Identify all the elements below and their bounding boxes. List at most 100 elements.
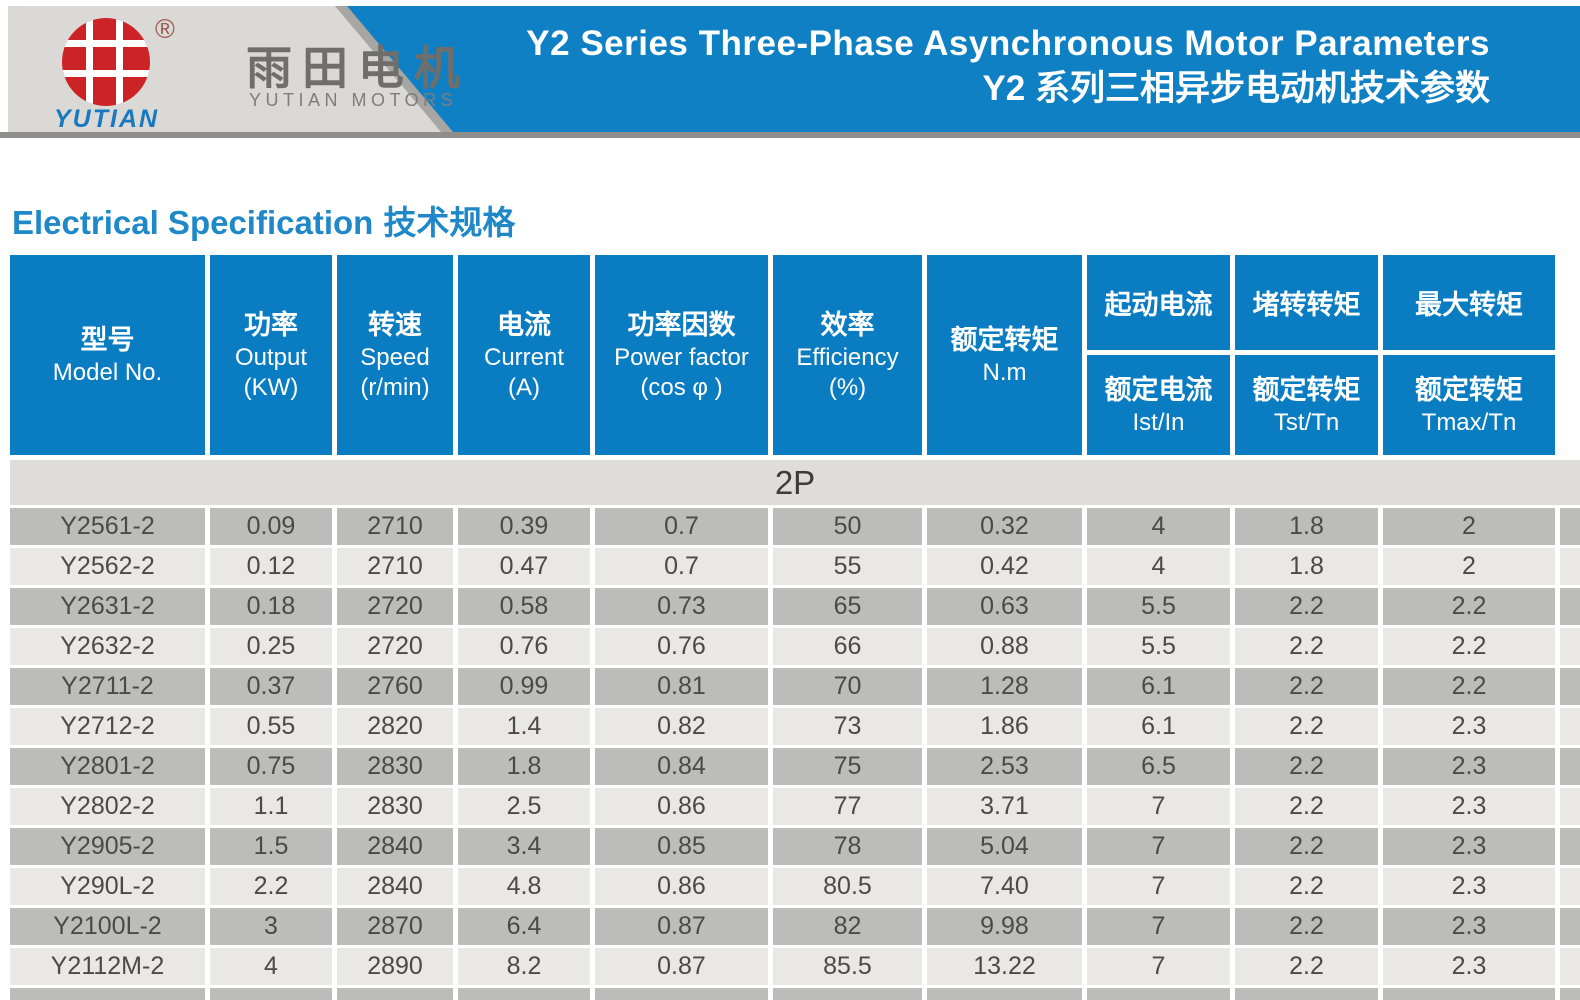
- table-cell: 7: [1087, 828, 1230, 865]
- table-cell: [927, 988, 1082, 1000]
- table-cell: 3.4: [458, 828, 590, 865]
- header-text: 型号: [80, 325, 135, 355]
- header-text: Speed: [360, 344, 430, 371]
- table-row: Y2801-2 0.75 2830 1.8 0.84 75 2.53 6.5 2.2 2.3: [10, 748, 1580, 785]
- table-header-row: 型号 Model No. 功率 Output (KW) 转速 Speed (r/…: [10, 255, 1580, 455]
- table-cell: 7: [1087, 868, 1230, 905]
- table-cell-sliver: [1560, 508, 1580, 545]
- table-cell: 2: [1383, 548, 1555, 585]
- header-text: 转速: [368, 310, 422, 340]
- table-cell: 2.3: [1383, 788, 1555, 825]
- table-cell: 2.2: [1235, 708, 1378, 745]
- table-cell: 75: [773, 748, 922, 785]
- table-cell: 0.76: [458, 628, 590, 665]
- table-cell: 2.2: [1235, 948, 1378, 985]
- table-cell: 66: [773, 628, 922, 665]
- table-cell: 6.1: [1087, 668, 1230, 705]
- table-cell: 2820: [337, 708, 453, 745]
- header-text: Efficiency: [796, 344, 899, 371]
- table-cell: 0.88: [927, 628, 1082, 665]
- table-cell: 8.2: [458, 948, 590, 985]
- header-text: 堵转转矩: [1235, 255, 1378, 350]
- header-text: (r/min): [360, 374, 430, 401]
- header-text: 起动电流: [1087, 255, 1230, 350]
- logo-grid-line: [62, 40, 150, 48]
- table-cell: 2.2: [1235, 588, 1378, 625]
- table-cell: Y2100L-2: [10, 908, 205, 945]
- header-text: 电流: [497, 310, 551, 340]
- table-cell: 1.28: [927, 668, 1082, 705]
- table-cell: 2.3: [1383, 828, 1555, 865]
- header-text: (KW): [243, 374, 299, 401]
- table-cell: 2.53: [927, 748, 1082, 785]
- table-cell: 4: [1087, 548, 1230, 585]
- table-cell: 6.4: [458, 908, 590, 945]
- header-subcell: 额定转矩 Tmax/Tn: [1383, 355, 1555, 455]
- spec-table: 型号 Model No. 功率 Output (KW) 转速 Speed (r/…: [10, 255, 1580, 1000]
- table-row: Y290L-2 2.2 2840 4.8 0.86 80.5 7.40 7 2.2 2.3: [10, 868, 1580, 905]
- table-cell: 2840: [337, 828, 453, 865]
- table-cell: 85.5: [773, 948, 922, 985]
- table-cell: 2870: [337, 908, 453, 945]
- column-header-efficiency: 效率 Efficiency (%): [773, 255, 922, 455]
- table-cell: 0.86: [595, 868, 768, 905]
- table-cell: 2890: [337, 948, 453, 985]
- table-cell: 2720: [337, 588, 453, 625]
- band-underline: [0, 132, 1580, 138]
- table-cell-sliver: [1560, 828, 1580, 865]
- table-cell: 7: [1087, 908, 1230, 945]
- table-cell-sliver: [1560, 868, 1580, 905]
- table-cell: [1235, 988, 1378, 1000]
- table-cell: Y290L-2: [10, 868, 205, 905]
- header-text: 效率: [820, 310, 875, 340]
- table-cell-sliver: [1560, 908, 1580, 945]
- table-cell: 5.04: [927, 828, 1082, 865]
- table-cell: 0.99: [458, 668, 590, 705]
- logo-grid-line: [115, 18, 123, 106]
- table-cell: 2710: [337, 548, 453, 585]
- table-row: Y2712-2 0.55 2820 1.4 0.82 73 1.86 6.1 2.2 2.3: [10, 708, 1580, 745]
- table-cell: 2.2: [1235, 788, 1378, 825]
- table-cell: 1.5: [210, 828, 332, 865]
- table-cell: 4: [1087, 508, 1230, 545]
- table-cell-sliver: [1560, 588, 1580, 625]
- table-cell: 3.71: [927, 788, 1082, 825]
- header-text: N.m: [982, 359, 1027, 386]
- header-text: (%): [828, 374, 867, 401]
- table-cell-sliver: [1560, 788, 1580, 825]
- table-cell: 2.2: [1235, 908, 1378, 945]
- table-cell: 9.98: [927, 908, 1082, 945]
- column-header-rated-torque: 额定转矩 N.m: [927, 255, 1082, 455]
- table-cell: 73: [773, 708, 922, 745]
- table-cell: 7.40: [927, 868, 1082, 905]
- table-row: [10, 988, 1580, 1000]
- table-row: Y2631-2 0.18 2720 0.58 0.73 65 0.63 5.5 2.2 2.2: [10, 588, 1580, 625]
- table-cell: [458, 988, 590, 1000]
- table-row: Y2100L-2 3 2870 6.4 0.87 82 9.98 7 2.2 2.3: [10, 908, 1580, 945]
- table-cell: [595, 988, 768, 1000]
- table-cell: 2.2: [210, 868, 332, 905]
- header-text: 额定电流: [1104, 375, 1213, 405]
- table-cell: 82: [773, 908, 922, 945]
- table-cell-sliver: [1560, 708, 1580, 745]
- table-cell: [1383, 988, 1555, 1000]
- table-cell: 2.2: [1235, 628, 1378, 665]
- header-ghost-cell: [1560, 255, 1580, 455]
- column-header-max-torque: 最大转矩 额定转矩 Tmax/Tn: [1383, 255, 1555, 455]
- header-text: 额定转矩: [1415, 375, 1523, 405]
- table-cell: 0.32: [927, 508, 1082, 545]
- group-row-2p: 2P: [10, 460, 1580, 505]
- table-cell: 2.5: [458, 788, 590, 825]
- table-cell-sliver: [1560, 548, 1580, 585]
- table-cell: 2.2: [1235, 868, 1378, 905]
- header-text: Current: [483, 344, 565, 371]
- column-header-locked-rotor-torque: 堵转转矩 额定转矩 Tst/Tn: [1235, 255, 1378, 455]
- table-cell: 2.2: [1235, 828, 1378, 865]
- table-cell: 13.22: [927, 948, 1082, 985]
- table-cell: 1.8: [1235, 508, 1378, 545]
- table-cell: 0.76: [595, 628, 768, 665]
- table-cell-sliver: [1560, 628, 1580, 665]
- title-banner: Y2 Series Three-Phase Asynchronous Motor…: [347, 6, 1580, 132]
- table-cell: 2.2: [1383, 588, 1555, 625]
- table-cell: 2.2: [1235, 668, 1378, 705]
